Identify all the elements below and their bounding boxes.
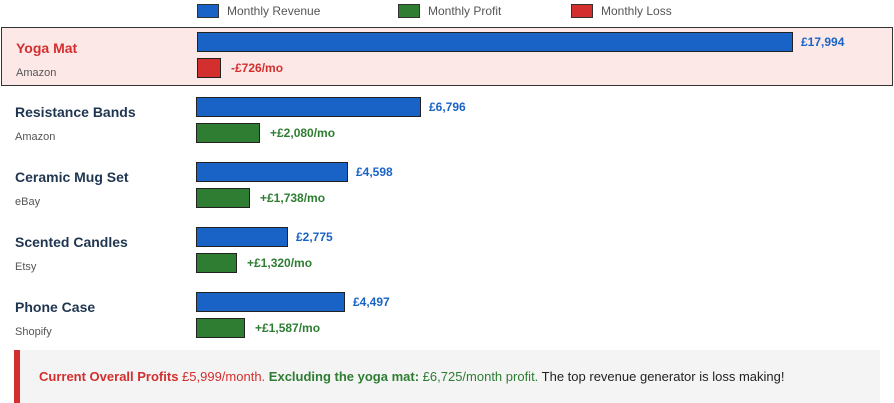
legend-label-revenue: Monthly Revenue — [227, 4, 321, 18]
product-name: Phone Case — [15, 299, 96, 315]
revenue-label: £4,497 — [353, 295, 390, 309]
profit-bar — [196, 188, 250, 208]
chart-row-scented-candles: Scented Candles Etsy £2,775 +£1,320/mo — [0, 222, 894, 287]
revenue-label: £17,994 — [801, 35, 845, 49]
marketplace-name: eBay — [15, 196, 41, 208]
revenue-bar — [196, 292, 345, 312]
profit-label: +£1,587/mo — [255, 321, 321, 335]
profit-label: +£1,320/mo — [247, 256, 313, 270]
revenue-label: £6,796 — [429, 100, 466, 114]
profit-bar — [196, 123, 260, 143]
summary-label-overall: Current Overall Profits — [39, 369, 179, 384]
legend-swatch-loss — [571, 4, 593, 18]
marketplace-name: Amazon — [15, 131, 56, 143]
summary-callout: Current Overall Profits £5,999/month. Ex… — [14, 350, 880, 403]
summary-tail: The top revenue generator is loss making… — [538, 369, 785, 384]
summary-value-overall: £5,999/month. — [178, 369, 266, 384]
summary-value-excluding: £6,725/month profit. — [419, 369, 539, 384]
product-name: Resistance Bands — [15, 104, 136, 120]
marketplace-name: Amazon — [16, 67, 57, 79]
legend-label-loss: Monthly Loss — [601, 4, 672, 18]
legend-item-profit: Monthly Profit — [398, 4, 501, 18]
revenue-bar — [196, 97, 421, 117]
marketplace-name: Shopify — [15, 326, 52, 338]
product-name: Scented Candles — [15, 234, 128, 250]
product-name: Ceramic Mug Set — [15, 169, 129, 185]
legend-label-profit: Monthly Profit — [428, 4, 502, 18]
chart-legend: Monthly Revenue Monthly Profit Monthly L… — [0, 4, 894, 22]
revenue-bar — [196, 162, 348, 182]
revenue-label: £2,775 — [296, 230, 333, 244]
profit-label: +£1,738/mo — [260, 191, 326, 205]
legend-item-revenue: Monthly Revenue — [197, 4, 320, 18]
chart-row-phone-case: Phone Case Shopify £4,497 +£1,587/mo — [0, 287, 894, 352]
chart-row-resistance-bands: Resistance Bands Amazon £6,796 +£2,080/mo — [0, 92, 894, 157]
summary-label-excluding: Excluding the yoga mat: — [268, 369, 420, 384]
loss-bar — [197, 58, 221, 78]
profit-bar — [196, 253, 237, 273]
legend-item-loss: Monthly Loss — [571, 4, 672, 18]
revenue-bar — [197, 32, 793, 52]
revenue-label: £4,598 — [356, 165, 393, 179]
profit-label: +£2,080/mo — [270, 126, 336, 140]
profit-bar — [196, 318, 245, 338]
product-name: Yoga Mat — [16, 40, 78, 56]
revenue-bar — [196, 227, 288, 247]
legend-swatch-revenue — [197, 4, 219, 18]
loss-label: -£726/mo — [231, 61, 284, 75]
chart-row-yoga-mat: Yoga Mat Amazon £17,994 -£726/mo — [1, 27, 893, 86]
marketplace-name: Etsy — [15, 261, 37, 273]
chart-row-ceramic-mug-set: Ceramic Mug Set eBay £4,598 +£1,738/mo — [0, 157, 894, 222]
legend-swatch-profit — [398, 4, 420, 18]
